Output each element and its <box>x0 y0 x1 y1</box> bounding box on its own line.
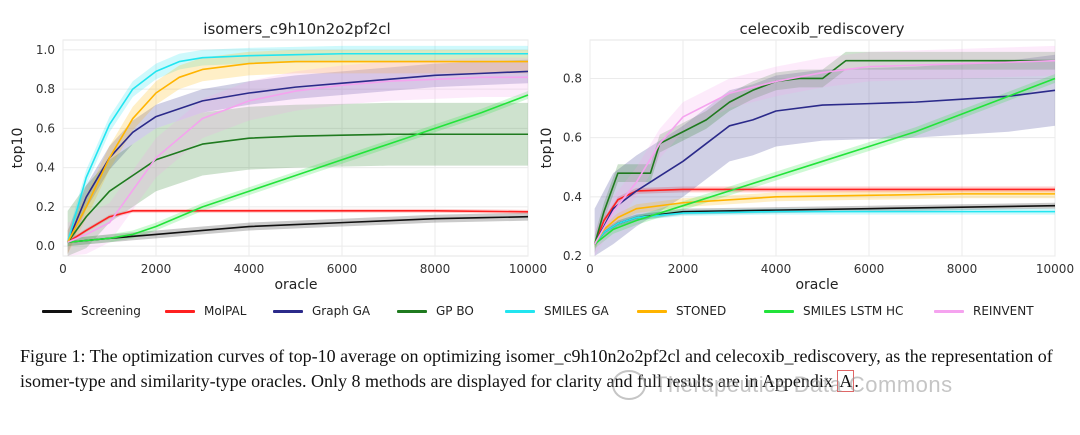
line-graph-ga <box>593 89 1056 245</box>
legend-item-smiles-ga: SMILES GA <box>505 302 609 320</box>
plot-area <box>589 39 1056 257</box>
watermark-text: Therapeutics Data Commons <box>654 372 953 397</box>
band-stoned <box>594 189 1055 249</box>
line-smiles-ga <box>594 210 1055 245</box>
chart-isomers: isomers_c9h10n2o2pf2cl 0 2000 4000 6000 8000… <box>10 20 547 293</box>
legend-label: SMILES GA <box>544 304 609 318</box>
y-tick-label: 0.4 <box>563 190 582 204</box>
legend-label: SMILES LSTM HC <box>803 304 904 318</box>
y-tick-label: 0.6 <box>36 121 55 135</box>
charts-figure: isomers_c9h10n2o2pf2cl 0 2000 4000 6000 8000… <box>10 20 1074 293</box>
line-smiles-lstm-hc <box>67 94 529 244</box>
legend-label: STONED <box>676 304 727 318</box>
series-lines <box>66 52 529 244</box>
band-gp-bo <box>67 102 529 256</box>
band-stoned <box>67 49 529 255</box>
legend-label: GP BO <box>436 304 474 318</box>
plot-area <box>62 39 529 257</box>
y-tick-label: 0.6 <box>563 131 582 145</box>
legend-swatch <box>165 309 195 313</box>
x-tick-label: 10000 <box>509 262 547 276</box>
x-tick-label: 8000 <box>420 262 451 276</box>
legend: Screening MolPAL Graph GA GP BO SMILES G… <box>0 296 1080 326</box>
legend-item-gp-bo: GP BO <box>397 302 474 320</box>
legend-item-stoned: STONED <box>637 302 726 320</box>
legend-label: Graph GA <box>312 304 371 318</box>
y-tick-label: 1.0 <box>36 43 55 57</box>
x-tick-label: 4000 <box>761 262 792 276</box>
x-axis-label: oracle <box>795 277 838 293</box>
legend-swatch <box>934 309 964 313</box>
line-stoned <box>66 60 528 243</box>
chat-logo-icon <box>612 370 646 400</box>
legend-swatch <box>42 309 72 313</box>
appendix-link[interactable]: A <box>837 370 855 392</box>
x-tick-label: 0 <box>586 262 594 276</box>
line-smiles-ga <box>66 52 528 243</box>
x-tick-label: 10000 <box>1036 262 1074 276</box>
band-smiles-ga <box>594 208 1055 248</box>
line-gp-bo <box>593 59 1055 245</box>
y-tick-label: 0.0 <box>36 239 55 253</box>
legend-swatch <box>397 309 427 313</box>
y-tick-labels: 0.2 0.4 0.6 0.8 <box>563 71 582 263</box>
band-molpal <box>594 186 1055 248</box>
x-tick-labels: 0 2000 4000 6000 8000 10000 <box>586 262 1074 276</box>
y-axis-label: top10 <box>10 128 26 169</box>
x-tick-label: 2000 <box>141 262 172 276</box>
grid-lines <box>62 40 529 256</box>
band-molpal <box>67 208 529 245</box>
line-reinvent <box>67 76 528 243</box>
y-tick-label: 0.2 <box>563 249 582 263</box>
line-stoned <box>593 193 1055 245</box>
y-tick-labels: 0.0 0.2 0.4 0.6 0.8 1.0 <box>36 43 55 253</box>
legend-item-reinvent: REINVENT <box>934 302 1034 320</box>
line-screening <box>67 215 529 244</box>
chart-title: celecoxib_rediscovery <box>739 20 904 39</box>
line-gp-bo <box>67 133 528 243</box>
legend-item-smiles-lstm-hc: SMILES LSTM HC <box>764 302 903 320</box>
x-tick-label: 4000 <box>234 262 265 276</box>
line-smiles-lstm-hc <box>594 77 1056 245</box>
x-axis-label: oracle <box>274 277 317 293</box>
band-screening <box>67 212 529 247</box>
band-graph-ga <box>594 54 1055 256</box>
x-tick-label: 2000 <box>668 262 699 276</box>
y-tick-label: 0.8 <box>563 71 582 85</box>
legend-label: Screening <box>81 304 141 318</box>
x-tick-labels: 0 2000 4000 6000 8000 10000 <box>59 262 547 276</box>
legend-swatch <box>764 309 794 313</box>
legend-item-molpal: MolPAL <box>165 302 246 320</box>
line-molpal <box>593 188 1055 245</box>
x-tick-label: 6000 <box>327 262 358 276</box>
chart-celecoxib: celecoxib_rediscovery 0 2000 4000 6000 8000 1… <box>539 20 1074 293</box>
watermark: Therapeutics Data Commons <box>612 370 953 400</box>
legend-label: MolPAL <box>204 304 247 318</box>
x-tick-label: 6000 <box>854 262 885 276</box>
legend-label: REINVENT <box>973 304 1034 318</box>
legend-item-graph-ga: Graph GA <box>273 302 370 320</box>
y-tick-label: 0.2 <box>36 200 55 214</box>
y-tick-label: 0.4 <box>36 161 55 175</box>
x-tick-label: 0 <box>59 262 67 276</box>
legend-swatch <box>505 309 535 313</box>
line-molpal <box>67 210 529 243</box>
series-lines <box>593 59 1056 245</box>
line-reinvent <box>593 59 1056 245</box>
y-axis-label: top10 <box>539 128 555 169</box>
chart-title: isomers_c9h10n2o2pf2cl <box>203 20 390 39</box>
caption-end: . <box>854 371 859 391</box>
band-screening <box>594 202 1055 248</box>
legend-item-screening: Screening <box>42 302 141 320</box>
legend-swatch <box>637 309 667 313</box>
y-tick-label: 0.8 <box>36 82 55 96</box>
band-reinvent <box>594 45 1055 256</box>
legend-swatch <box>273 309 303 313</box>
x-tick-label: 8000 <box>947 262 978 276</box>
